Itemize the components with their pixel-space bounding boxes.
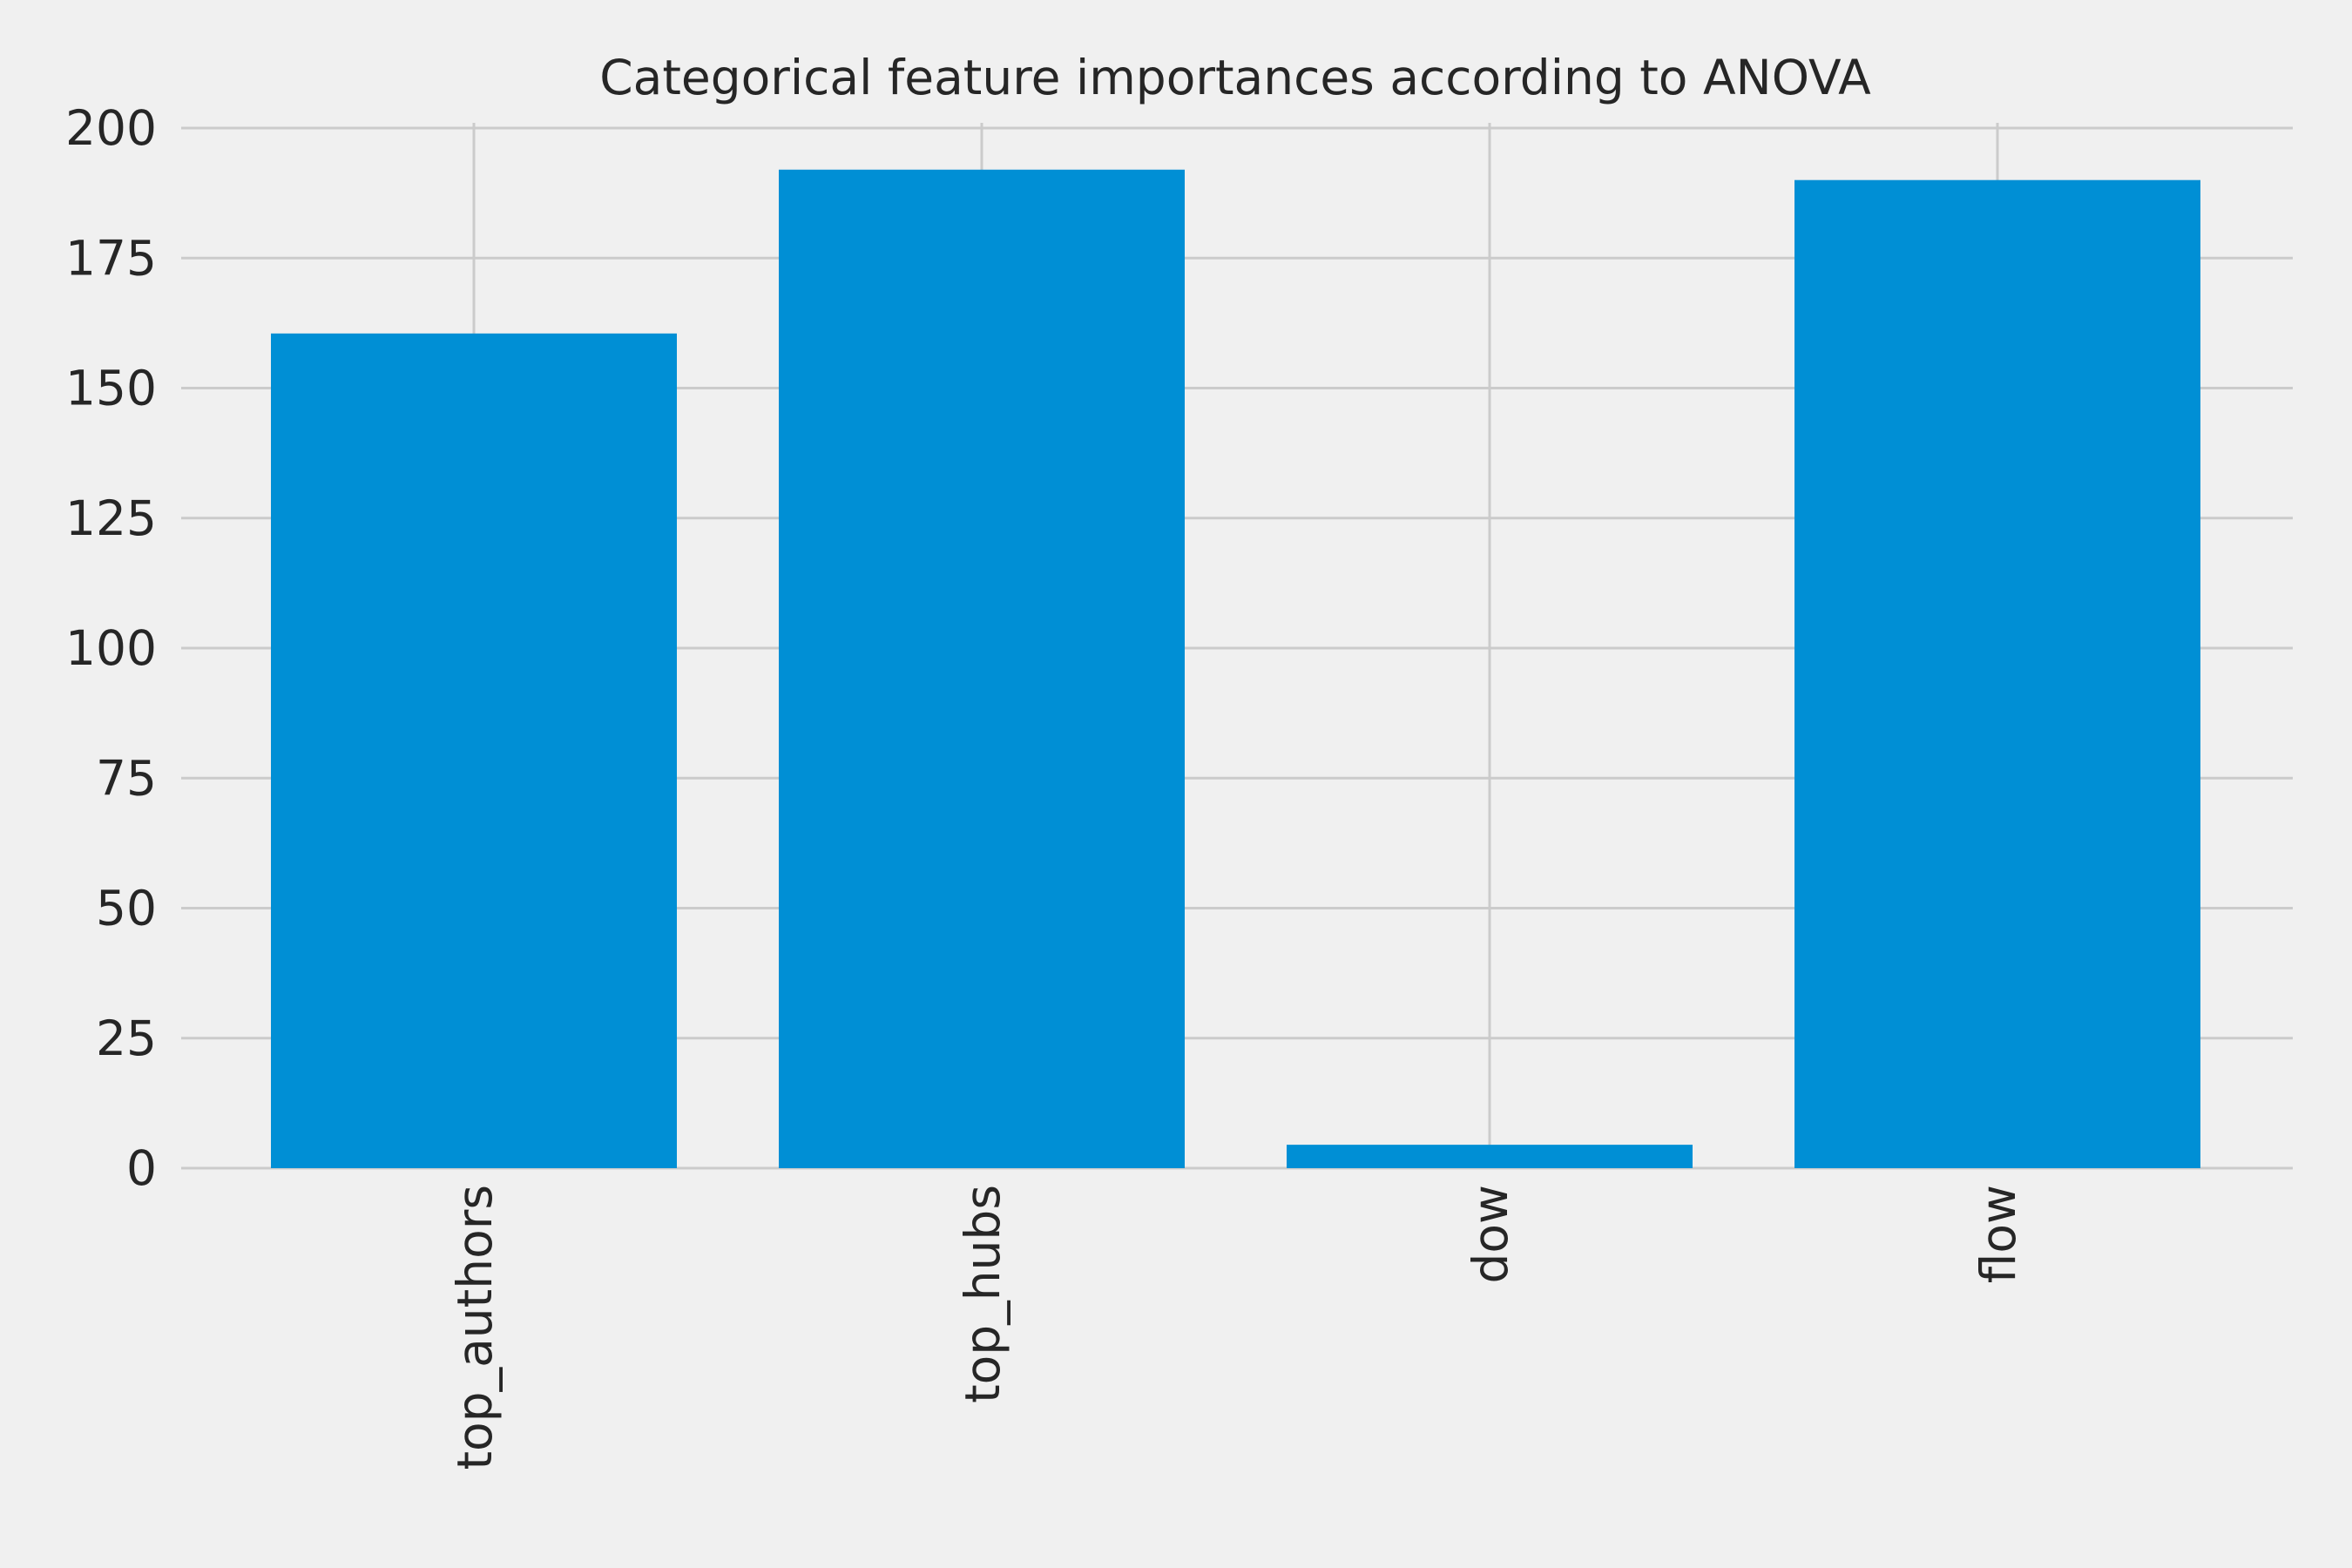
bar-top-authors bbox=[271, 333, 677, 1168]
y-tick-label: 100 bbox=[65, 620, 157, 676]
bar-top-hubs bbox=[779, 169, 1185, 1168]
bar-flow bbox=[1794, 179, 2200, 1169]
chart-title: Categorical feature importances accordin… bbox=[599, 50, 1871, 105]
x-tick-label: flow bbox=[1970, 1185, 2026, 1283]
x-tick-label: top_authors bbox=[447, 1185, 503, 1470]
x-tick-label: top_hubs bbox=[955, 1185, 1010, 1403]
y-tick-label: 0 bbox=[126, 1140, 157, 1196]
bar-dow bbox=[1287, 1145, 1693, 1168]
y-tick-label: 125 bbox=[65, 490, 157, 546]
y-tick-label: 175 bbox=[65, 230, 157, 286]
y-tick-label: 75 bbox=[96, 750, 157, 806]
y-tick-label: 150 bbox=[65, 361, 157, 416]
y-tick-label: 50 bbox=[96, 881, 157, 936]
y-tick-label: 25 bbox=[96, 1010, 157, 1066]
bars bbox=[271, 169, 2200, 1169]
x-tick-labels: top_authors top_hubs dow flow bbox=[447, 1185, 2026, 1470]
y-tick-labels: 0 25 50 75 100 125 150 175 200 bbox=[65, 100, 157, 1196]
x-tick-label: dow bbox=[1463, 1185, 1518, 1284]
y-tick-label: 200 bbox=[65, 100, 157, 156]
